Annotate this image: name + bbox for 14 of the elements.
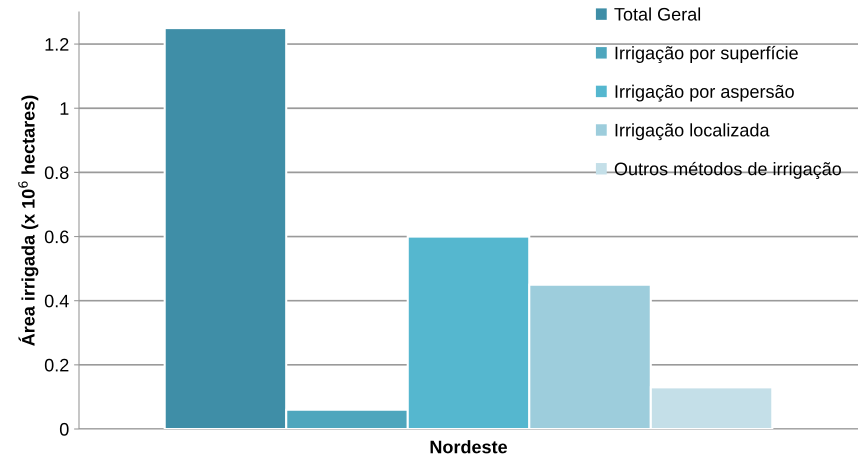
- y-tick-label: 0.6: [44, 230, 68, 244]
- y-tick-label: 0.2: [44, 358, 68, 372]
- legend-label: Irrigação por superfície: [616, 46, 798, 64]
- y-tick-label: 0.8: [44, 166, 68, 180]
- y-tick-label: 0: [60, 422, 69, 436]
- legend-label: Irrigação localizada: [616, 123, 770, 140]
- y-axis-title: Área irrigada (x 10$^{6}$ hectares): [18, 96, 38, 346]
- y-tick-label: 0.4: [44, 294, 69, 308]
- y-tick-label: 1: [60, 102, 68, 115]
- legend-label: Outros métodos de irrigação: [614, 162, 842, 179]
- x-tick-label: Nordeste: [430, 440, 508, 454]
- legend-label: Total Geral: [614, 7, 700, 21]
- y-tick-label: 1.2: [46, 38, 68, 51]
- legend-label: Irrigação por aspersão: [616, 84, 794, 102]
